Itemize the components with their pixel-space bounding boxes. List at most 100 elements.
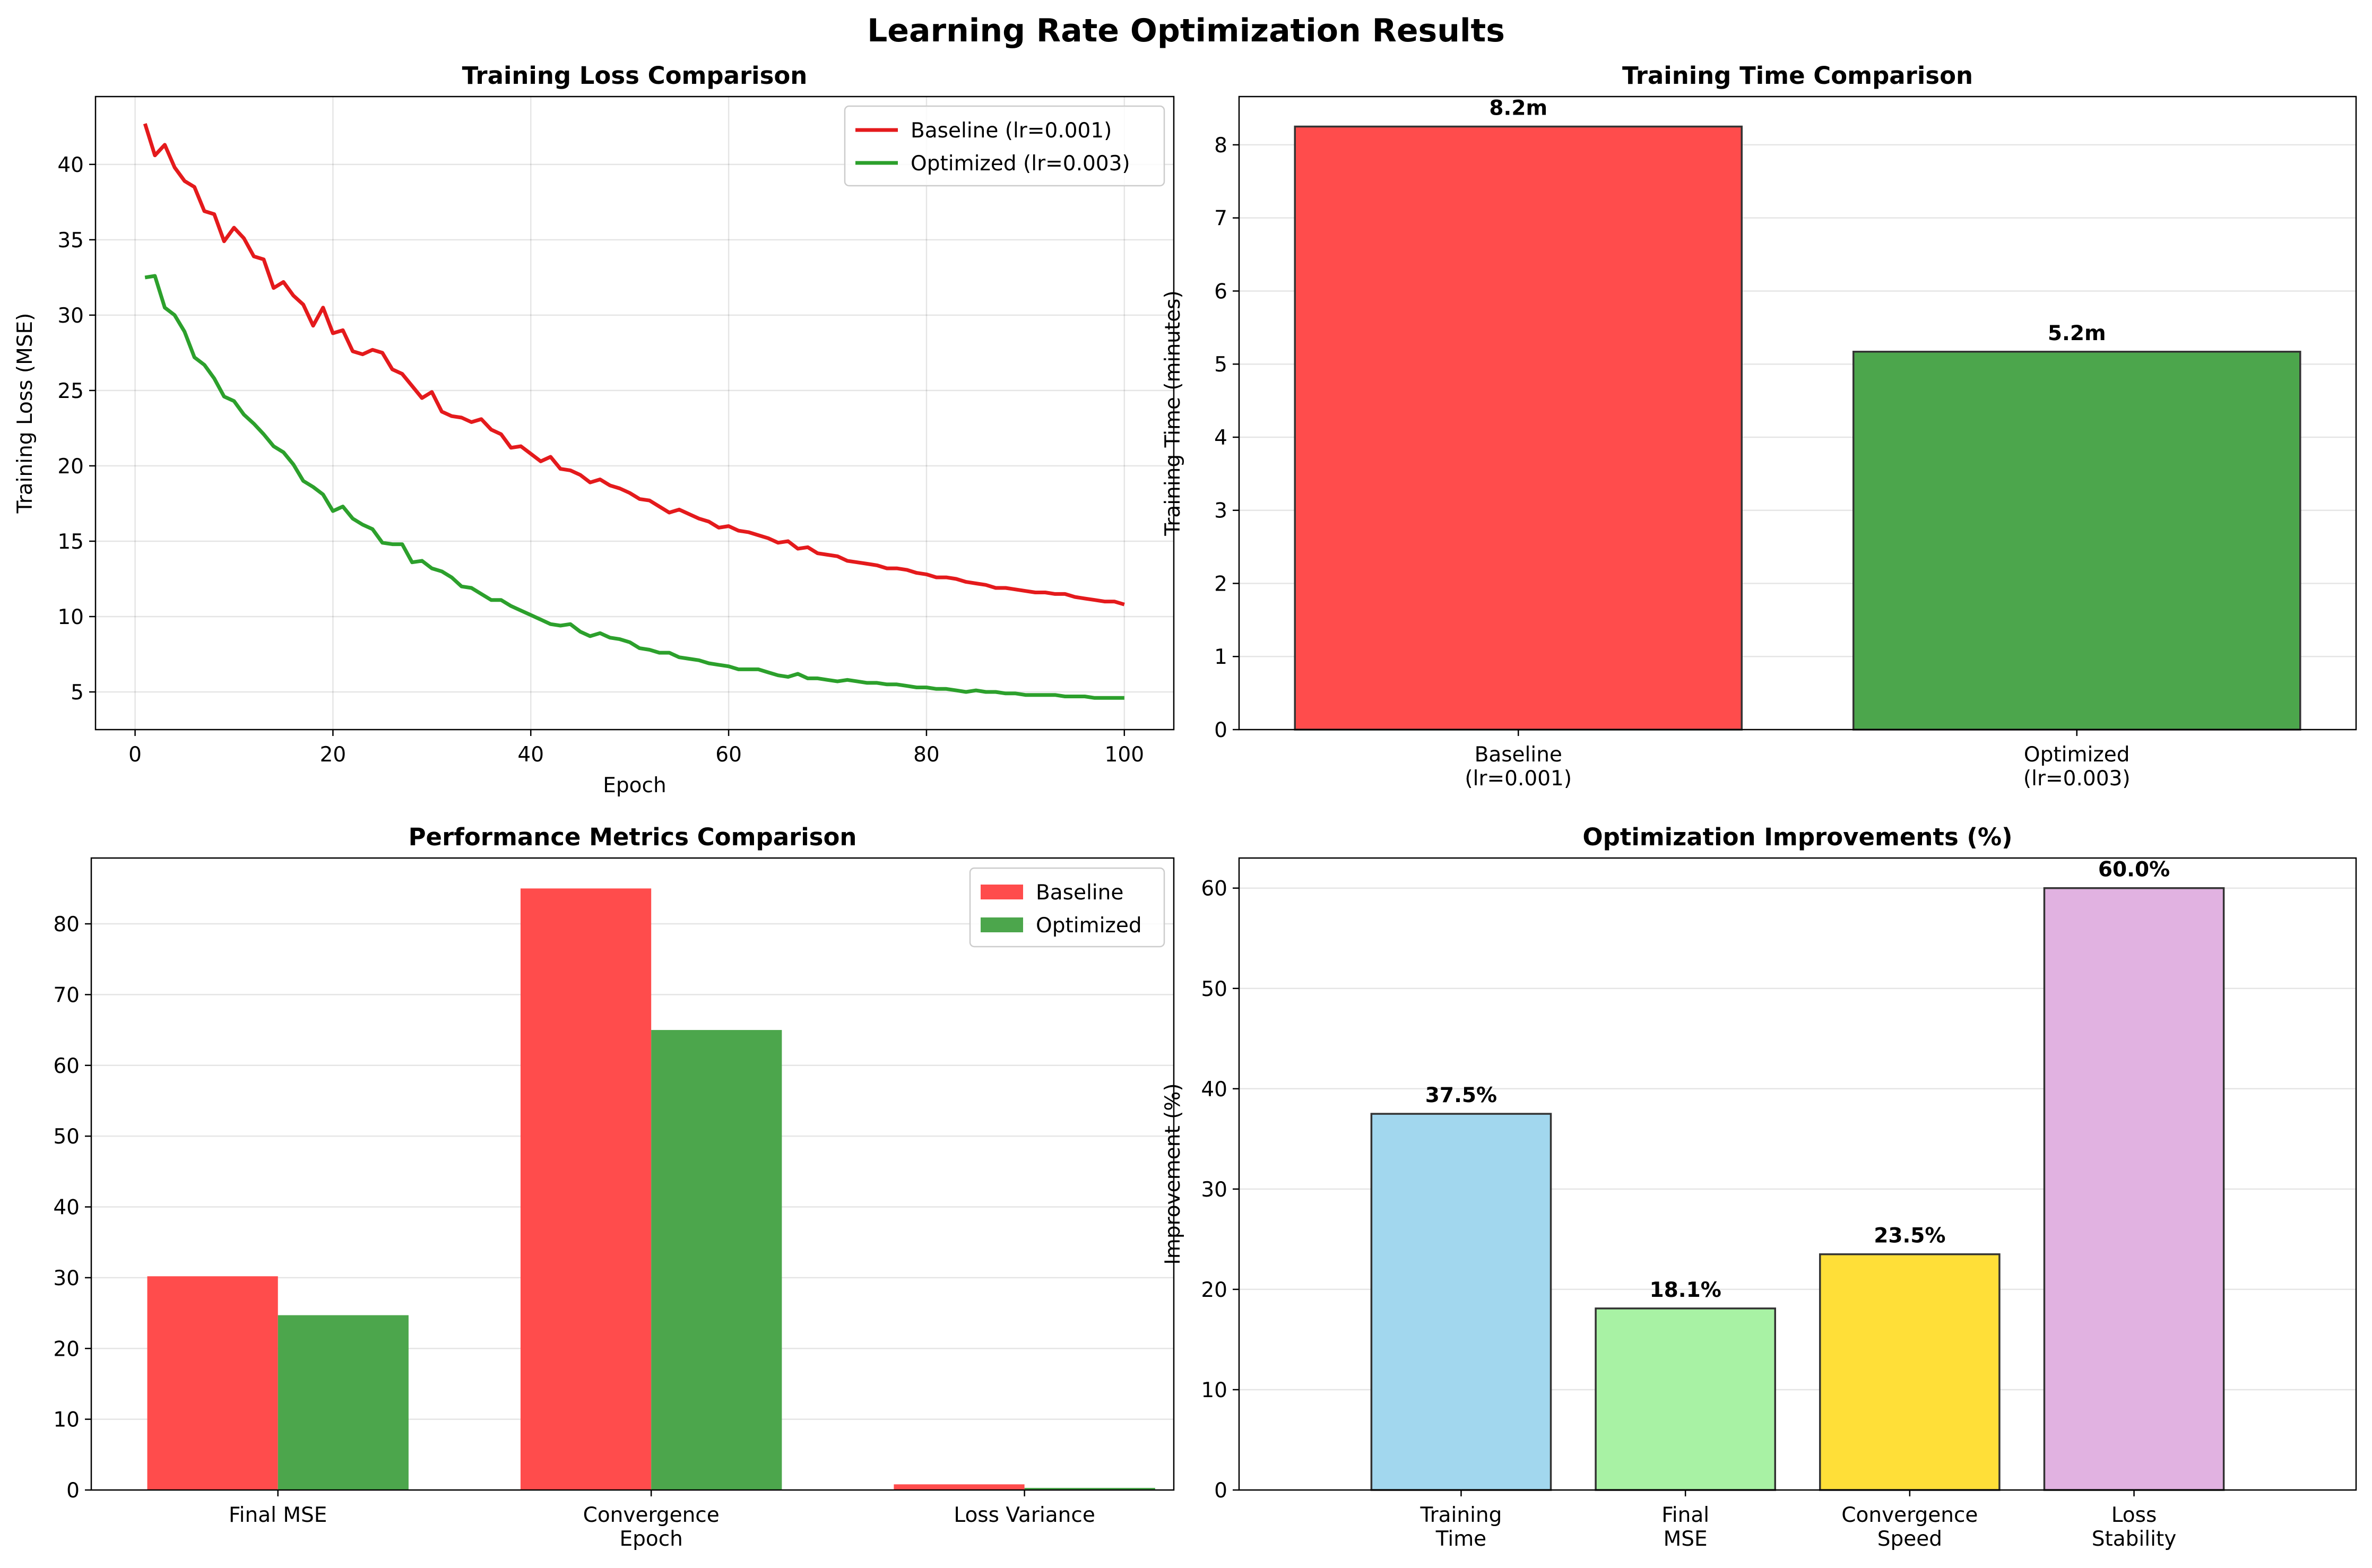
bar-value-label: 23.5% [1874, 1224, 1945, 1248]
axes-frame [94, 96, 1175, 731]
panel-2: 0 1 2 3 4 5 6 7 8 Training Time Comparison Trainin… [1161, 62, 2357, 791]
y-tick-label: 40 [53, 1196, 80, 1220]
bar-value-label: 37.5% [1425, 1084, 1497, 1107]
y-tick-label: 15 [57, 530, 84, 554]
bar-value-label: 8.2m [1489, 96, 1547, 120]
x-tick-label: 0 [128, 743, 142, 767]
y-tick-label: 25 [57, 379, 84, 403]
y-tick-label: 30 [53, 1267, 80, 1290]
x-tick-label: Convergence [1841, 1503, 1978, 1527]
legend: Baseline Optimized [969, 867, 1165, 948]
y-tick-label: 80 [53, 913, 80, 937]
panel-3: 0 10 20 30 40 50 60 70 80 Performance Metrics Com… [53, 823, 1175, 1551]
axes-frame [1238, 96, 2357, 731]
panel-title: Training Time Comparison [1622, 62, 1973, 90]
y-tick-label: 60 [1201, 877, 1227, 901]
y-tick-label: 6 [1214, 280, 1227, 304]
y-tick-label: 40 [57, 153, 84, 177]
bar-value-label: 60.0% [2098, 858, 2170, 882]
legend: Baseline (lr=0.001) Optimized (lr=0.003) [844, 105, 1165, 187]
bar-value-label: 18.1% [1649, 1278, 1721, 1302]
panel-title: Optimization Improvements (%) [1582, 823, 2012, 851]
y-tick-label: 1 [1214, 645, 1227, 669]
y-tick-label: 20 [53, 1337, 80, 1361]
y-tick-label: 20 [57, 455, 84, 479]
legend-label: Baseline (lr=0.001) [911, 119, 1112, 143]
y-tick-label: 3 [1214, 499, 1227, 523]
y-tick-label: 10 [53, 1408, 80, 1432]
x-tick-label: 80 [913, 743, 940, 767]
y-tick-label: 0 [1214, 1479, 1227, 1503]
x-tick-label: MSE [1664, 1527, 1708, 1551]
y-tick-label: 40 [1201, 1078, 1227, 1102]
x-axis-label: Epoch [603, 774, 666, 798]
panel-1: 5 10 15 20 25 30 35 40 Training Loss Comparison T… [13, 62, 1175, 798]
y-tick-label: 70 [53, 983, 80, 1007]
bar-optimized [651, 1030, 782, 1490]
series-line-1 [143, 123, 1125, 607]
x-tick-label: Loss [2111, 1503, 2157, 1527]
bar-baseline [894, 1484, 1025, 1490]
x-tick-label: 40 [517, 743, 544, 767]
x-tick-label: Final [1661, 1503, 1709, 1527]
x-tick-label: 20 [320, 743, 347, 767]
x-tick-label: Final MSE [229, 1503, 327, 1527]
figure-title: Learning Rate Optimization Results [867, 12, 1505, 49]
legend-swatch [981, 917, 1023, 932]
x-tick-label: Epoch [619, 1527, 682, 1551]
bar [1595, 1307, 1776, 1491]
x-tick-label: 60 [715, 743, 742, 767]
x-tick-label: Convergence [583, 1503, 720, 1527]
legend-label: Optimized [1036, 914, 1142, 938]
x-tick-label: Baseline [1475, 743, 1562, 767]
y-tick-label: 60 [53, 1054, 80, 1078]
x-tick-label: (lr=0.001) [1465, 767, 1572, 791]
series-line-2 [144, 274, 1124, 700]
legend-swatch [981, 885, 1023, 899]
y-tick-label: 8 [1214, 134, 1227, 158]
panel-4: 0 10 20 30 40 50 60 Optimization Improvements (… [1161, 823, 2357, 1551]
y-tick-label: 0 [1214, 718, 1227, 742]
x-tick-label: (lr=0.003) [2023, 767, 2131, 791]
y-tick-label: 10 [1201, 1379, 1227, 1402]
x-tick-label: Training [1420, 1503, 1502, 1527]
bar-baseline [147, 1276, 278, 1490]
bar [1370, 1113, 1552, 1491]
x-tick-label: Speed [1877, 1527, 1942, 1551]
y-tick-label: 4 [1214, 426, 1227, 450]
bar [1852, 351, 2301, 731]
x-tick-label: Stability [2092, 1527, 2177, 1551]
bar-optimized [278, 1315, 409, 1490]
y-axis-label: Training Loss (MSE) [13, 313, 37, 514]
bar [2043, 887, 2225, 1491]
axes-frame [1238, 857, 2357, 1491]
y-axis-label: Training Time (minutes) [1161, 290, 1185, 536]
x-tick-label: Loss Variance [954, 1503, 1095, 1527]
y-tick-label: 2 [1214, 572, 1227, 596]
x-tick-label: Time [1435, 1527, 1486, 1551]
panel-title: Performance Metrics Comparison [409, 823, 857, 851]
y-tick-label: 35 [57, 229, 84, 253]
y-tick-label: 50 [53, 1125, 80, 1149]
legend-box [844, 105, 1165, 187]
y-tick-label: 10 [57, 605, 84, 629]
y-tick-label: 50 [1201, 977, 1227, 1001]
bar [1819, 1253, 2001, 1491]
y-tick-label: 7 [1214, 207, 1227, 231]
axes-frame [90, 857, 1175, 1491]
bar-baseline [520, 888, 652, 1490]
legend-label: Optimized (lr=0.003) [911, 152, 1130, 176]
y-tick-label: 20 [1201, 1278, 1227, 1302]
bar-optimized [1024, 1487, 1155, 1490]
y-axis-label: Improvement (%) [1161, 1083, 1185, 1264]
y-tick-label: 0 [66, 1479, 80, 1503]
x-tick-label: 100 [1105, 743, 1144, 767]
y-tick-label: 30 [1201, 1178, 1227, 1202]
y-tick-label: 5 [71, 681, 84, 705]
panel-title: Training Loss Comparison [462, 62, 808, 90]
y-tick-label: 30 [57, 304, 84, 328]
bar [1294, 125, 1743, 731]
legend-label: Baseline [1036, 881, 1123, 905]
x-tick-label: Optimized [2024, 743, 2130, 767]
